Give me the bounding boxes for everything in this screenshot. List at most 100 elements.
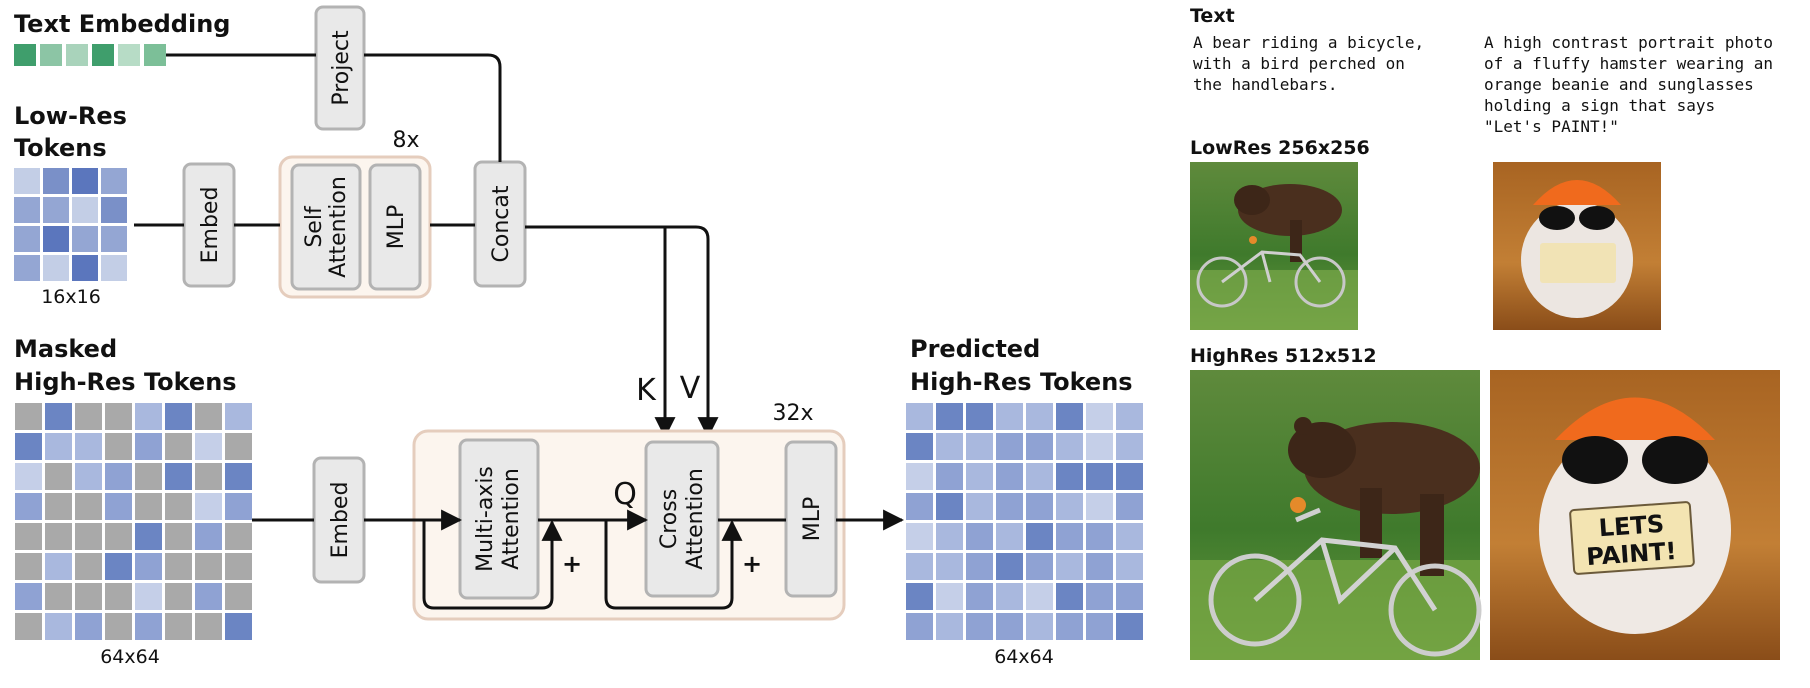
masked-tokens-label-line2: High-Res Tokens	[14, 368, 237, 396]
masked-token-cell	[75, 553, 102, 580]
self-attention-label-line1: Self	[302, 205, 327, 248]
masked-token-cell	[195, 613, 222, 640]
masked-token-cell	[225, 493, 252, 520]
masked-token-cell	[75, 493, 102, 520]
masked-token-cell	[195, 583, 222, 610]
masked-token-cell	[45, 463, 72, 490]
text-column-header: Text	[1190, 5, 1235, 27]
masked-token-cell	[15, 403, 42, 430]
embed-block-bottom: Embed	[312, 456, 366, 584]
predicted-token-cell	[1056, 553, 1083, 580]
predicted-token-cell	[906, 583, 933, 610]
predicted-token-cell	[1116, 433, 1143, 460]
masked-token-cell	[135, 403, 162, 430]
hamster-sign-line-1: LETS	[1598, 510, 1665, 542]
embedding-cell	[14, 44, 36, 66]
masked-token-cell	[45, 613, 72, 640]
masked-token-cell	[75, 523, 102, 550]
masked-token-cell	[15, 433, 42, 460]
masked-token-cell	[135, 433, 162, 460]
masked-token-cell	[105, 523, 132, 550]
predicted-token-cell	[1026, 433, 1053, 460]
embedding-cell	[144, 44, 166, 66]
masked-token-cell	[105, 553, 132, 580]
masked-token-cell	[225, 433, 252, 460]
q-label: Q	[613, 477, 637, 512]
lowres-token-cell	[43, 255, 69, 281]
masked-token-cell	[165, 463, 192, 490]
embedding-cell	[92, 44, 114, 66]
masked-token-cell	[225, 583, 252, 610]
predicted-token-cell	[996, 463, 1023, 490]
lowres-token-cell	[101, 168, 127, 194]
masked-token-cell	[15, 613, 42, 640]
plus-label-1: +	[562, 550, 582, 578]
predicted-token-cell	[1026, 463, 1053, 490]
plus-label-2: +	[742, 550, 762, 578]
prompt-2-line-5: "Let's PAINT!"	[1484, 117, 1619, 136]
self-attention-group: Self Attention MLP	[278, 155, 432, 299]
mlp-top-label: MLP	[384, 205, 409, 250]
hamster-sign-line-2: PAINT!	[1585, 537, 1677, 571]
lowres-token-cell	[101, 226, 127, 252]
predicted-token-cell	[1086, 463, 1113, 490]
masked-token-cell	[195, 403, 222, 430]
masked-token-cell	[75, 433, 102, 460]
predicted-token-cell	[906, 403, 933, 430]
predicted-token-cell	[936, 583, 963, 610]
prompt-1: A bear riding a bicycle, with a bird per…	[1193, 33, 1424, 94]
highres-hamster-image: LETS PAINT!	[1490, 370, 1780, 660]
predicted-token-cell	[996, 493, 1023, 520]
prompt-1-line-1: A bear riding a bicycle,	[1193, 33, 1424, 52]
predicted-label-line1: Predicted	[910, 335, 1040, 363]
predicted-token-cell	[1056, 613, 1083, 640]
lowres-token-cell	[101, 197, 127, 223]
predicted-token-cell	[1056, 403, 1083, 430]
masked-token-cell	[195, 523, 222, 550]
predicted-token-cell	[1026, 523, 1053, 550]
predicted-token-cell	[1056, 433, 1083, 460]
masked-token-cell	[75, 583, 102, 610]
masked-token-cell	[165, 553, 192, 580]
lowres-token-cell	[14, 255, 40, 281]
masked-token-cell	[195, 493, 222, 520]
lowres-bear-image	[1190, 162, 1358, 330]
lowres-token-cell	[14, 168, 40, 194]
top-connectors	[134, 53, 719, 439]
predicted-token-cell	[936, 613, 963, 640]
mlp-bottom-label: MLP	[800, 497, 825, 542]
predicted-size-label: 64x64	[994, 646, 1054, 668]
lowres-tokens-label-line1: Low-Res	[14, 102, 127, 130]
cross-attention-group: Multi-axis Attention Cross Attention MLP	[412, 429, 846, 621]
self-attention-label-line2: Attention	[326, 176, 351, 278]
predicted-token-cell	[906, 613, 933, 640]
masked-token-cell	[45, 553, 72, 580]
lowres-token-cell	[43, 226, 69, 252]
predicted-token-cell	[1116, 493, 1143, 520]
predicted-token-cell	[906, 493, 933, 520]
predicted-token-cell	[1116, 553, 1143, 580]
lowres-token-cell	[101, 255, 127, 281]
predicted-token-cell	[1086, 433, 1113, 460]
predicted-token-cell	[996, 583, 1023, 610]
v-label: V	[680, 371, 701, 406]
predicted-token-cell	[1026, 403, 1053, 430]
masked-token-cell	[135, 523, 162, 550]
text-embedding-vector	[14, 44, 166, 66]
predicted-token-cell	[966, 433, 993, 460]
masked-token-cell	[15, 493, 42, 520]
masked-token-grid	[15, 403, 252, 640]
masked-token-cell	[105, 583, 132, 610]
predicted-token-cell	[966, 463, 993, 490]
masked-token-cell	[195, 553, 222, 580]
predicted-token-cell	[966, 553, 993, 580]
predicted-token-cell	[996, 523, 1023, 550]
predicted-token-cell	[936, 493, 963, 520]
predicted-token-cell	[996, 553, 1023, 580]
embed-bottom-label: Embed	[328, 482, 353, 559]
lowres-token-cell	[72, 197, 98, 223]
bottom-connectors	[252, 509, 905, 610]
predicted-token-cell	[936, 553, 963, 580]
predicted-token-cell	[966, 493, 993, 520]
masked-token-cell	[165, 583, 192, 610]
